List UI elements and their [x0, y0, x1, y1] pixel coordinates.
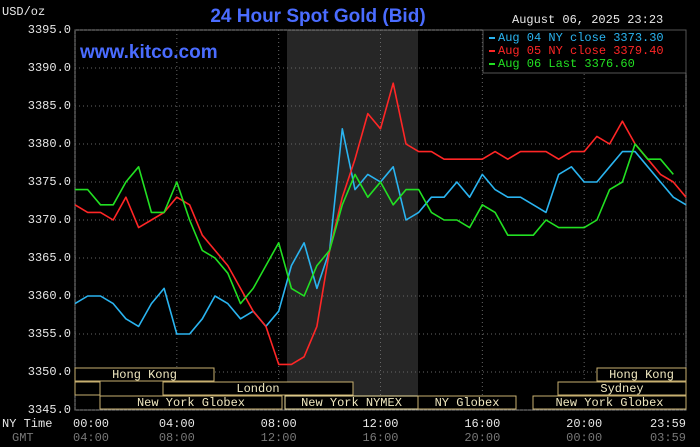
- x2-tick-label: 20:00: [464, 431, 500, 445]
- x-tick-label: 08:00: [261, 417, 297, 431]
- x2-tick-label: 00:00: [566, 431, 602, 445]
- session-box: [99, 395, 283, 410]
- y-tick-label: 3395.0: [28, 23, 71, 37]
- series-line: [75, 143, 674, 305]
- session-box: [74, 381, 101, 396]
- x2-label: GMT: [12, 431, 34, 445]
- y-tick-label: 3380.0: [28, 137, 71, 151]
- x-tick-label: 00:00: [73, 417, 109, 431]
- legend-label: Aug 05 NY close 3379.40: [498, 44, 664, 58]
- session-box: [162, 381, 354, 396]
- nymex-shading: [287, 30, 418, 410]
- legend-box: [482, 29, 687, 74]
- legend-label: Aug 04 NY close 3373.30: [498, 31, 664, 45]
- y-tick-label: 3385.0: [28, 99, 71, 113]
- x-tick-label: 23:59: [650, 417, 686, 431]
- chart-title: 24 Hour Spot Gold (Bid): [210, 6, 425, 27]
- session-label: NY Globex: [435, 396, 500, 410]
- session-box: [74, 367, 215, 382]
- x-tick-label: 12:00: [362, 417, 398, 431]
- session-label: New York Globex: [137, 396, 245, 410]
- y-unit: USD/oz: [2, 5, 45, 19]
- y-tick-label: 3375.0: [28, 175, 71, 189]
- y-tick-label: 3365.0: [28, 251, 71, 265]
- x2-tick-label: 04:00: [73, 431, 109, 445]
- x-tick-label: 16:00: [464, 417, 500, 431]
- source: www.kitco.com: [79, 42, 218, 63]
- session-label: Hong Kong: [609, 368, 674, 382]
- x2-tick-label: 08:00: [159, 431, 195, 445]
- session-label: London: [236, 382, 279, 396]
- y-tick-label: 3360.0: [28, 289, 71, 303]
- x2-tick-label: 12:00: [261, 431, 297, 445]
- series-line: [74, 82, 687, 366]
- session-box: [532, 395, 687, 410]
- y-tick-label: 3345.0: [28, 403, 71, 417]
- y-tick-label: 3355.0: [28, 327, 71, 341]
- legend-label: Aug 06 Last 3376.60: [498, 57, 635, 71]
- y-tick-label: 3350.0: [28, 365, 71, 379]
- timestamp: August 06, 2025 23:23: [512, 13, 663, 27]
- x-tick-label: 04:00: [159, 417, 195, 431]
- session-label: Sydney: [600, 382, 643, 396]
- session-box: [417, 395, 517, 410]
- x2-tick-label: 16:00: [362, 431, 398, 445]
- session-label: New York Globex: [555, 396, 663, 410]
- x2-tick-label: 03:59: [650, 431, 686, 445]
- session-label: Hong Kong: [112, 368, 177, 382]
- x-tick-label: 20:00: [566, 417, 602, 431]
- y-tick-label: 3370.0: [28, 213, 71, 227]
- session-box: [596, 367, 687, 382]
- session-label: New York NYMEX: [301, 396, 402, 410]
- session-box: [557, 381, 687, 396]
- x-label: NY Time: [2, 417, 52, 431]
- y-tick-label: 3390.0: [28, 61, 71, 75]
